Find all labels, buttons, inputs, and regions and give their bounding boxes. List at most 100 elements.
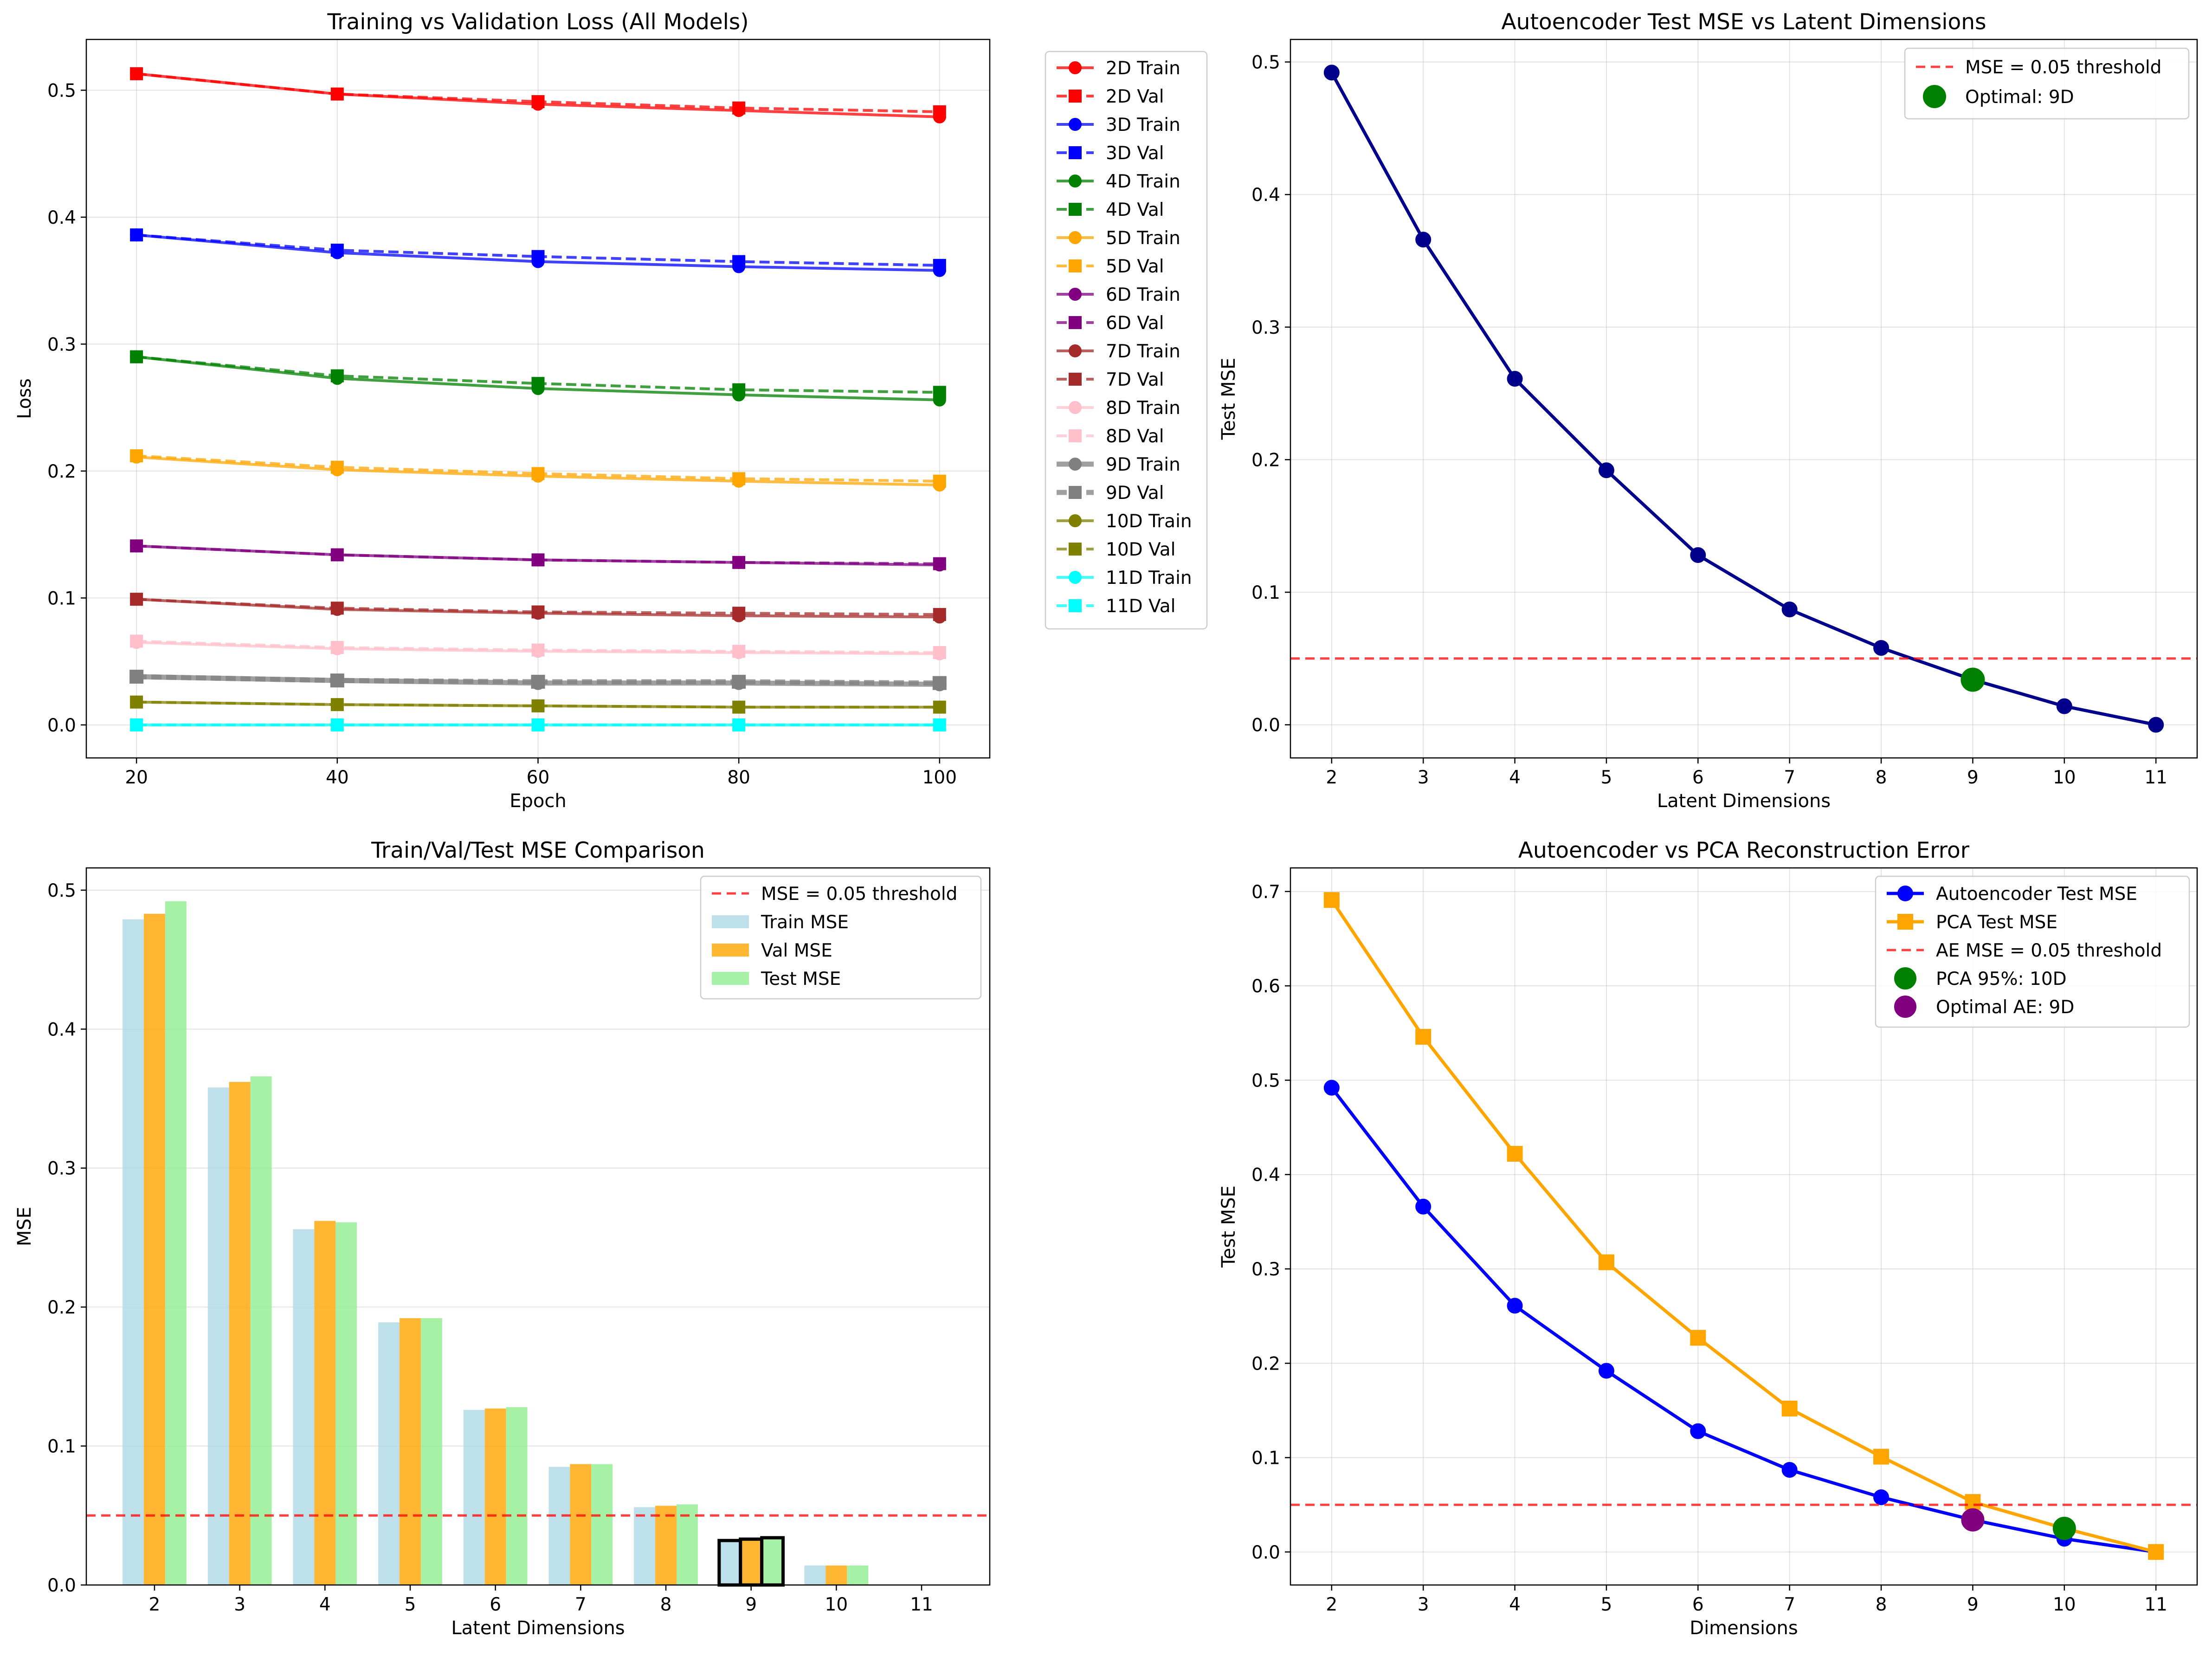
series-3d-val (130, 228, 946, 272)
legend-marker (1069, 316, 1082, 329)
data-point (130, 718, 143, 731)
data-point (933, 718, 946, 731)
bar (143, 913, 165, 1585)
legend-marker (1894, 967, 1916, 990)
y-tick-label: 0.2 (1251, 450, 1280, 471)
data-point (1781, 1462, 1798, 1478)
data-point (1323, 1080, 1340, 1096)
data-point (1690, 1423, 1706, 1439)
legend-marker (1897, 914, 1913, 930)
x-tick-label: 5 (405, 1594, 416, 1615)
data-point (1415, 1029, 1432, 1045)
bar (123, 919, 144, 1585)
axes-frame (85, 867, 991, 1586)
x-tick-label: 60 (527, 767, 550, 788)
data-point (531, 674, 545, 689)
legend-marker (1069, 599, 1082, 612)
legend-entry: Val MSE (761, 940, 832, 961)
chart-training-loss: 0.0 0.1 0.2 0.3 0.4 0.5 20 40 60 80 100 Training vs… (14, 9, 1208, 812)
legend-marker (1069, 146, 1082, 159)
legend-entry: 8D Train (1106, 398, 1180, 419)
legend-marker (1069, 61, 1082, 74)
data-point (2148, 1544, 2164, 1560)
y-tick-label: 0.0 (47, 1575, 76, 1596)
chart-title: Autoencoder Test MSE vs Latent Dimension… (1502, 9, 1986, 35)
x-tick-label: 3 (1418, 767, 1429, 788)
legend-entry: 8D Val (1106, 426, 1164, 447)
x-tick-label: 6 (1692, 767, 1704, 788)
data-point (130, 67, 143, 80)
legend-entry: Optimal: 9D (1965, 87, 2074, 108)
y-axis-label: MSE (14, 1207, 35, 1246)
data-point (732, 101, 746, 115)
x-tick-label: 9 (1967, 1594, 1979, 1615)
legend-entry: 10D Train (1106, 511, 1192, 532)
y-axis-label: Loss (14, 378, 35, 419)
data-point (1507, 1145, 1523, 1162)
y-tick-label: 0.3 (47, 1158, 76, 1179)
legend-entry: PCA Test MSE (1936, 912, 2057, 933)
x-tick-label: 11 (910, 1594, 933, 1615)
data-point (732, 718, 746, 731)
data-point (933, 386, 946, 399)
data-point (2056, 698, 2072, 714)
x-tick-label: 3 (1418, 1594, 1429, 1615)
y-tick-label: 0.2 (1251, 1353, 1280, 1374)
bar (314, 1221, 336, 1585)
series-line (1330, 1087, 2156, 1554)
series-2d-val (130, 67, 946, 118)
legend-entry: 11D Train (1106, 568, 1192, 589)
legend-entry: AE MSE = 0.05 threshold (1936, 940, 2162, 961)
bar (506, 1407, 528, 1585)
y-tick-label: 0.7 (1251, 882, 1280, 903)
data-point (933, 259, 946, 272)
x-tick-label: 2 (1326, 767, 1337, 788)
data-point (1873, 1449, 1890, 1465)
axes-frame (85, 39, 991, 759)
data-point (1598, 1254, 1614, 1270)
x-tick-label: 100 (922, 767, 957, 788)
y-axis-label: Test MSE (1218, 1185, 1239, 1268)
x-tick-label: 7 (1784, 767, 1795, 788)
legend-entry: MSE = 0.05 threshold (761, 884, 957, 905)
legend-entry: 9D Train (1106, 454, 1180, 475)
legend-marker (1069, 514, 1082, 527)
bar (335, 1222, 357, 1585)
chart-ae-test-mse: 0.0 0.1 0.2 0.3 0.4 0.5 2 3 4 5 6 7 8 9 10 11 Autoencode… (1218, 9, 2198, 812)
legend-marker (1069, 259, 1082, 272)
x-tick-label: 8 (1876, 767, 1887, 788)
bar (165, 901, 187, 1585)
data-point (330, 602, 344, 615)
data-point (330, 460, 344, 474)
legend-entry: PCA 95%: 10D (1936, 969, 2067, 990)
x-tick-label: 40 (326, 767, 349, 788)
y-tick-label: 0.3 (47, 334, 76, 355)
x-tick-label: 2 (1326, 1594, 1337, 1615)
bar (420, 1318, 442, 1585)
bar (293, 1229, 315, 1585)
y-tick-label: 0.5 (47, 80, 76, 101)
legend-marker (1069, 571, 1082, 584)
legend-swatch (712, 944, 749, 957)
data-point (732, 700, 746, 714)
legend-marker (1923, 85, 1946, 108)
bar (400, 1318, 421, 1585)
bar (207, 1087, 229, 1585)
data-point (531, 95, 545, 109)
legend-entry: 4D Val (1106, 200, 1164, 220)
legend-frame (1875, 875, 2190, 1028)
data-point (1415, 232, 1432, 248)
series-8d-val (130, 634, 946, 659)
y-tick-label: 0.0 (47, 715, 76, 736)
x-tick-label: 8 (1876, 1594, 1887, 1615)
data-point (732, 645, 746, 658)
x-tick-label: 5 (1601, 1594, 1612, 1615)
data-point (531, 377, 545, 390)
data-point (732, 255, 746, 268)
bar (655, 1506, 677, 1585)
data-point (1415, 1198, 1432, 1215)
legend-marker (1069, 231, 1082, 244)
legend-marker (1069, 203, 1082, 216)
bar (847, 1565, 869, 1585)
